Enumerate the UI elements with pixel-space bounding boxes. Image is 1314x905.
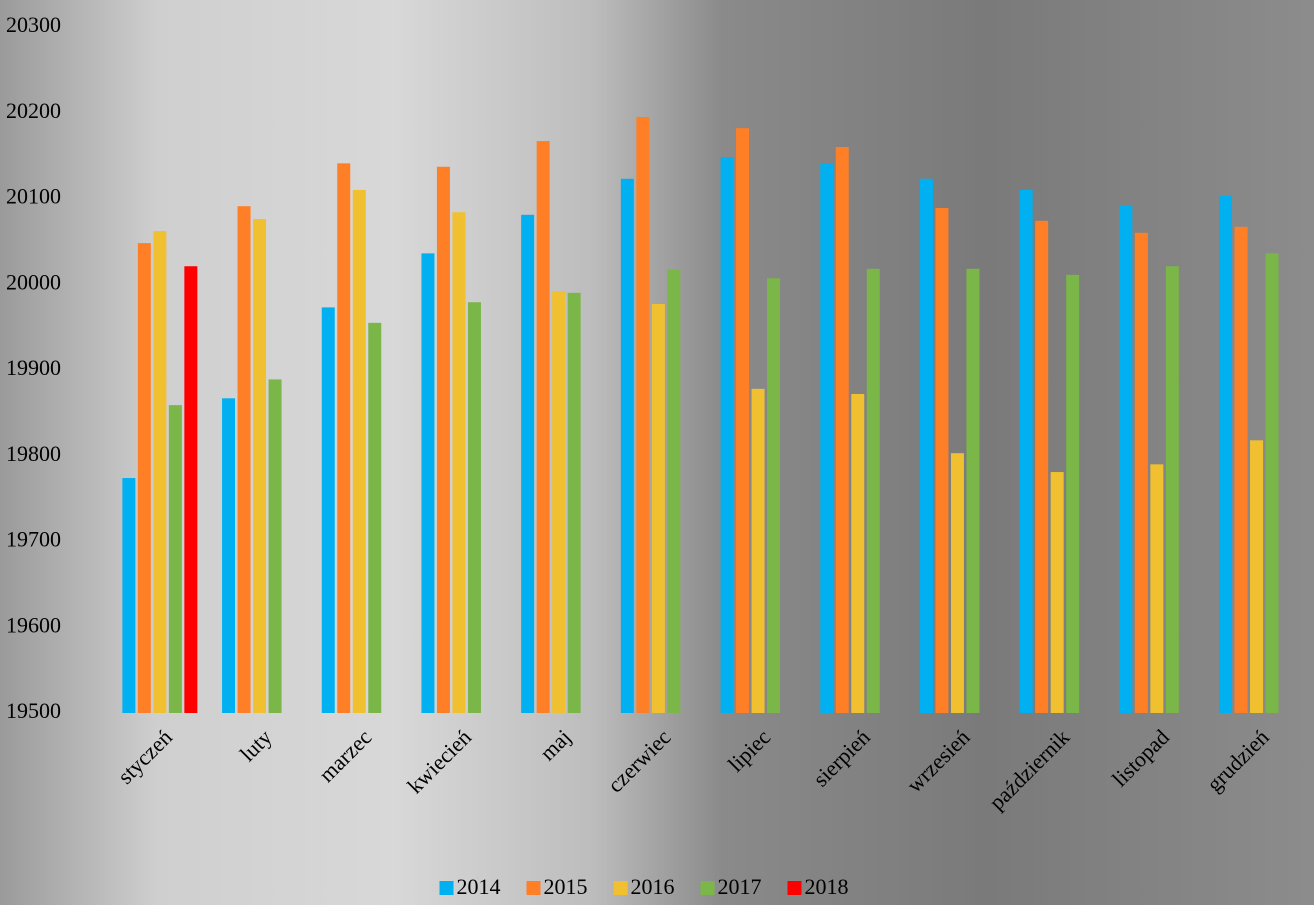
legend-swatch — [439, 881, 454, 895]
bar — [767, 278, 781, 713]
bar — [268, 379, 282, 713]
bar — [835, 147, 849, 714]
bar — [1250, 440, 1264, 713]
x-tick-label: czerwiec — [603, 724, 676, 797]
x-tick-label: styczeń — [113, 724, 177, 788]
x-tick-label: marzec — [314, 724, 377, 787]
x-tick-label: grudzień — [1202, 724, 1274, 796]
y-tick-label: 19500 — [6, 698, 61, 723]
y-tick-label: 20100 — [6, 184, 61, 209]
y-tick-label: 19900 — [6, 355, 61, 380]
bar — [536, 141, 550, 714]
y-tick-label: 20200 — [6, 98, 61, 123]
legend-label: 2015 — [544, 874, 588, 899]
bar — [667, 269, 681, 713]
bar — [467, 302, 481, 713]
y-tick-label: 19600 — [6, 612, 61, 637]
bar — [436, 166, 450, 713]
bar — [137, 243, 151, 713]
x-tick-label: sierpień — [808, 724, 875, 791]
bar — [368, 322, 382, 713]
legend-label: 2018 — [805, 874, 849, 899]
bar — [820, 163, 834, 713]
bar — [1066, 274, 1080, 713]
bar — [153, 231, 167, 713]
legend-swatch — [613, 881, 628, 895]
bar — [751, 388, 765, 713]
bar — [1050, 472, 1064, 713]
bar — [736, 128, 750, 713]
bar — [1134, 232, 1148, 714]
x-tick-label: luty — [235, 724, 277, 766]
bar — [1119, 205, 1133, 714]
bar — [919, 178, 933, 714]
bar — [184, 266, 198, 713]
legend-swatch — [526, 881, 541, 895]
bar — [567, 292, 581, 713]
bar — [222, 398, 236, 713]
x-tick-label: wrzesień — [902, 724, 975, 797]
bar — [851, 394, 865, 713]
bar — [1019, 189, 1033, 714]
bar — [253, 219, 267, 713]
bar — [421, 253, 435, 713]
bar — [1035, 220, 1049, 714]
bar — [636, 117, 650, 714]
legend-label: 2014 — [457, 874, 501, 899]
bar — [122, 478, 136, 713]
bar — [1234, 226, 1248, 714]
legend-label: 2017 — [718, 874, 762, 899]
bar — [521, 214, 535, 714]
bar — [1219, 195, 1233, 714]
bar — [966, 268, 980, 713]
bar — [1165, 266, 1179, 713]
legend-swatch — [787, 881, 802, 895]
bar — [1150, 464, 1164, 713]
x-tick-label: lipiec — [723, 724, 775, 776]
y-tick-label: 20000 — [6, 269, 61, 294]
y-tick-label: 19800 — [6, 441, 61, 466]
y-tick-label: 20300 — [6, 12, 61, 37]
bar — [452, 212, 466, 713]
x-tick-label: kwiecień — [402, 724, 476, 798]
bar — [720, 157, 734, 714]
legend-label: 2016 — [631, 874, 675, 899]
bar — [337, 163, 351, 713]
bar — [651, 303, 665, 713]
bar — [950, 453, 964, 713]
x-tick-label: listopad — [1107, 724, 1174, 791]
bar — [237, 206, 251, 713]
bar — [168, 405, 182, 713]
x-tick-label: październik — [984, 724, 1074, 814]
bar — [620, 178, 634, 714]
y-tick-label: 19700 — [6, 527, 61, 552]
legend-swatch — [700, 881, 715, 895]
legend: 2014 2015 2016 2017 2018 — [439, 874, 849, 899]
x-tick-label: maj — [535, 724, 576, 765]
bar — [352, 189, 366, 714]
bar — [935, 207, 949, 713]
bar — [552, 291, 566, 713]
bar — [866, 268, 880, 713]
bar — [1265, 253, 1279, 713]
bar — [321, 307, 335, 713]
